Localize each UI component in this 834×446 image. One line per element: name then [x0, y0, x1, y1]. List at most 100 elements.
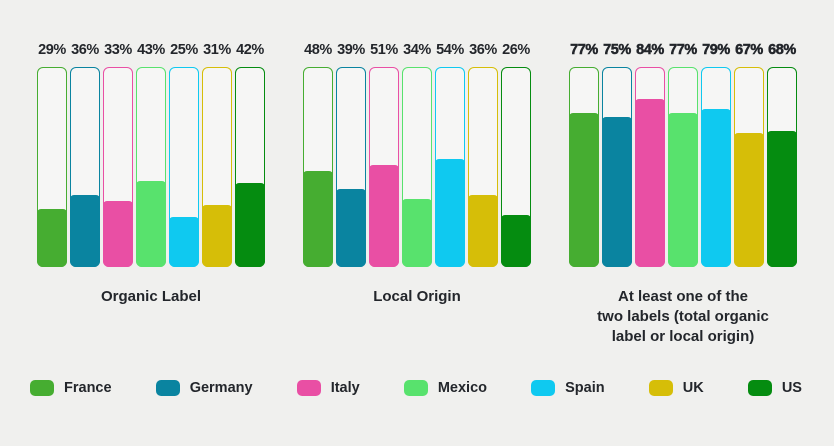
legend-item-spain: Spain — [531, 380, 605, 396]
legend-item-germany: Germany — [155, 380, 253, 396]
bar-column-germany: 39% — [336, 42, 366, 267]
bar-italy — [103, 67, 133, 267]
bar-column-us: 68% — [767, 42, 797, 267]
bar-spain — [435, 67, 465, 267]
bar-fill-spain — [169, 217, 199, 267]
legend-item-italy: Italy — [296, 380, 360, 396]
value-label-germany: 36% — [71, 42, 99, 58]
legend-swatch-germany — [155, 380, 180, 396]
value-label-france: 77% — [570, 42, 599, 59]
bar-column-mexico: 34% — [402, 42, 432, 267]
bar-uk — [202, 67, 232, 267]
value-label-uk: 67% — [735, 42, 764, 59]
bar-fill-uk — [468, 195, 498, 267]
bar-mexico — [136, 67, 166, 267]
value-label-france: 48% — [304, 42, 332, 58]
bar-fill-us — [501, 215, 531, 267]
bar-column-us: 26% — [501, 42, 531, 267]
bar-spain — [169, 67, 199, 267]
bar-fill-italy — [635, 99, 665, 267]
bar-fill-us — [767, 131, 797, 267]
value-label-italy: 51% — [370, 42, 398, 58]
chart-panel-organic-label: 29% 36% 33% 43% 25% 31% 42% Organic Label — [37, 42, 265, 347]
legend-label-us: US — [781, 380, 802, 396]
bar-mexico — [668, 67, 698, 267]
value-label-us: 42% — [236, 42, 264, 58]
legend-item-uk: UK — [648, 380, 704, 396]
legend-label-spain: Spain — [565, 380, 605, 396]
bar-column-mexico: 77% — [668, 42, 698, 267]
legend-swatch-italy — [296, 380, 321, 396]
legend-swatch-mexico — [403, 380, 428, 396]
bar-column-france: 77% — [569, 42, 599, 267]
bar-fill-france — [303, 171, 333, 267]
bar-fill-france — [569, 113, 599, 267]
chart-panel-local-origin: 48% 39% 51% 34% 54% 36% 26% Local Origin — [303, 42, 531, 347]
value-label-us: 68% — [768, 42, 797, 59]
bar-fill-mexico — [136, 181, 166, 267]
bar-column-uk: 67% — [734, 42, 764, 267]
bar-fill-mexico — [668, 113, 698, 267]
bars-group: 29% 36% 33% 43% 25% 31% 42% — [37, 42, 265, 267]
bar-column-france: 48% — [303, 42, 333, 267]
bar-fill-uk — [202, 205, 232, 267]
bar-column-italy: 51% — [369, 42, 399, 267]
legend-item-mexico: Mexico — [403, 380, 487, 396]
bar-italy — [369, 67, 399, 267]
legend-item-france: France — [30, 380, 112, 396]
bar-fill-us — [235, 183, 265, 267]
bar-column-france: 29% — [37, 42, 67, 267]
bar-fill-spain — [435, 159, 465, 267]
legend-label-italy: Italy — [330, 380, 360, 396]
panel-caption: Local Origin — [373, 288, 461, 305]
bar-column-germany: 36% — [70, 42, 100, 267]
panel-caption: At least one of the two labels (total or… — [597, 288, 769, 345]
bar-italy — [635, 67, 665, 267]
bar-spain — [701, 67, 731, 267]
chart-panel-at-least-one-of-the: 77% 75% 84% 77% 79% 67% 68% At least one of the… — [569, 42, 797, 347]
bar-column-uk: 31% — [202, 42, 232, 267]
bar-fill-germany — [70, 195, 100, 267]
bar-column-mexico: 43% — [136, 42, 166, 267]
legend-swatch-us — [747, 380, 772, 396]
bars-group: 77% 75% 84% 77% 79% 67% 68% — [569, 42, 797, 267]
legend-label-mexico: Mexico — [437, 380, 487, 396]
bar-france — [37, 67, 67, 267]
bar-us — [235, 67, 265, 267]
legend-swatch-spain — [531, 380, 556, 396]
bar-germany — [602, 67, 632, 267]
bar-fill-germany — [602, 117, 632, 267]
legend-label-germany: Germany — [189, 380, 253, 396]
bar-uk — [468, 67, 498, 267]
legend: France Germany Italy Mexico Spain UK US — [30, 380, 802, 396]
bar-us — [767, 67, 797, 267]
legend-label-uk: UK — [682, 380, 704, 396]
bar-fill-uk — [734, 133, 764, 267]
bar-fill-germany — [336, 189, 366, 267]
panel-caption: Organic Label — [100, 288, 202, 305]
value-label-mexico: 77% — [669, 42, 698, 59]
bar-column-uk: 36% — [468, 42, 498, 267]
value-label-spain: 25% — [170, 42, 198, 58]
bar-column-germany: 75% — [602, 42, 632, 267]
bar-france — [303, 67, 333, 267]
bar-germany — [70, 67, 100, 267]
legend-label-france: France — [64, 380, 112, 396]
bar-column-spain: 79% — [701, 42, 731, 267]
bar-column-spain: 25% — [169, 42, 199, 267]
bar-fill-mexico — [402, 199, 432, 267]
legend-item-us: US — [747, 380, 802, 396]
bar-france — [569, 67, 599, 267]
bars-group: 48% 39% 51% 34% 54% 36% 26% — [303, 42, 531, 267]
bar-fill-italy — [369, 165, 399, 267]
bar-column-italy: 84% — [635, 42, 665, 267]
bar-mexico — [402, 67, 432, 267]
bar-fill-spain — [701, 109, 731, 267]
value-label-spain: 54% — [436, 42, 464, 58]
legend-swatch-france — [30, 380, 54, 396]
value-label-italy: 84% — [636, 42, 665, 59]
value-label-mexico: 43% — [137, 42, 165, 58]
value-label-italy: 33% — [104, 42, 132, 58]
legend-swatch-uk — [648, 380, 673, 396]
